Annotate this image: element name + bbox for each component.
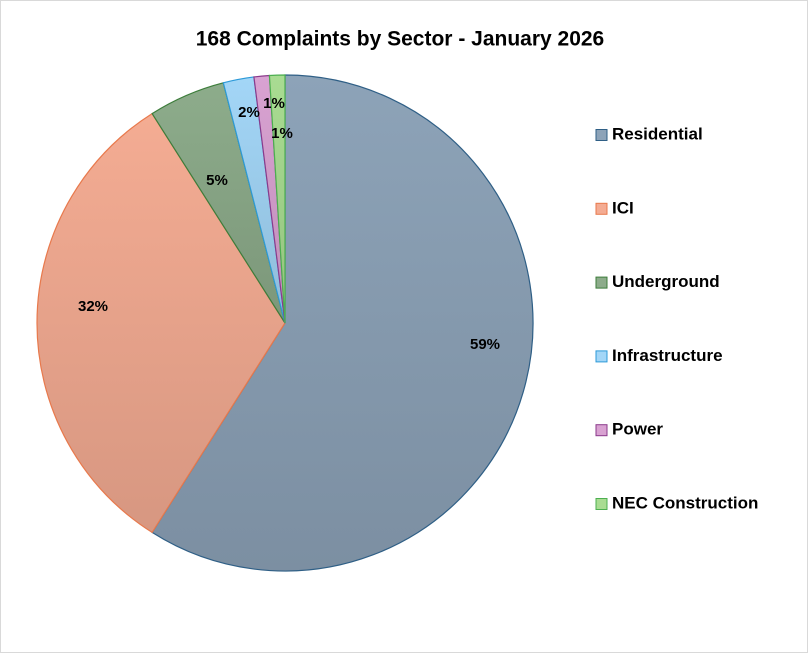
legend-swatch (595, 129, 608, 141)
data-label: 2% (238, 104, 260, 121)
chart-title: 168 Complaints by Sector - January 2026 (196, 28, 605, 51)
legend-swatch (595, 350, 608, 363)
pie-slice (151, 74, 534, 572)
data-label: 32% (78, 298, 108, 315)
data-label: 5% (206, 172, 228, 189)
legend-swatch (595, 202, 608, 215)
legend-swatch (595, 424, 608, 437)
legend-label: ICI (612, 198, 634, 217)
legend-swatch (595, 276, 608, 289)
pie-slice (36, 112, 286, 534)
data-label: 59% (470, 336, 500, 353)
legend-swatch (595, 498, 608, 510)
legend-label: Underground (612, 272, 720, 291)
pie-slice (268, 74, 286, 324)
legend-label: NEC Construction (612, 493, 758, 512)
legend-label: Infrastructure (612, 346, 723, 365)
data-label: 1% (271, 125, 293, 142)
legend-label: Power (612, 420, 663, 439)
data-label: 1% (263, 95, 285, 112)
legend-label: Residential (612, 124, 703, 143)
